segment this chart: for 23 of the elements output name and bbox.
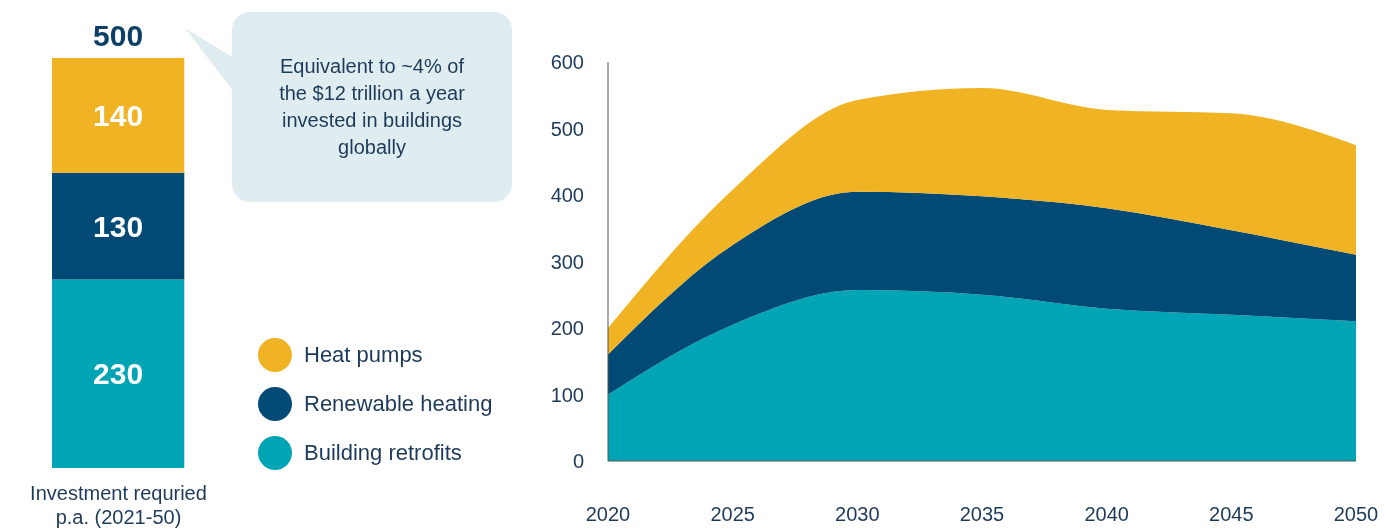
y-tick-label: 500	[550, 117, 584, 140]
legend-label: Renewable heating	[304, 390, 493, 417]
x-tick-label: Investment requried p.a. (2021-50)	[30, 482, 207, 528]
x-tick-label: 2050	[1333, 503, 1379, 526]
x-tick-label: 2040	[1084, 503, 1129, 526]
x-tick-label: 2030	[835, 503, 880, 526]
x-tick-label: 2035	[959, 503, 1005, 526]
y-tick-label: 400	[550, 184, 584, 207]
data-label: 230	[93, 357, 144, 391]
y-tick-label: 300	[550, 250, 584, 273]
data-label: 140	[93, 99, 144, 133]
y-tick-label: 100	[550, 383, 584, 406]
x-tick-label: 2020	[585, 503, 631, 526]
data-label: 130	[93, 209, 144, 243]
legend-label: Heat pumps	[304, 341, 423, 368]
x-tick-label: 2025	[710, 503, 755, 526]
y-tick-label: 200	[550, 317, 584, 340]
text: Equivalent to ~4% of the $12 trillion a year invested in buildings globally	[278, 54, 466, 160]
x-tick-label: 2045	[1209, 503, 1254, 526]
y-tick-label: 0	[572, 450, 584, 473]
legend-label: Building retrofits	[304, 439, 462, 466]
total-label: 500	[93, 19, 144, 52]
y-tick-label: 600	[550, 51, 584, 74]
